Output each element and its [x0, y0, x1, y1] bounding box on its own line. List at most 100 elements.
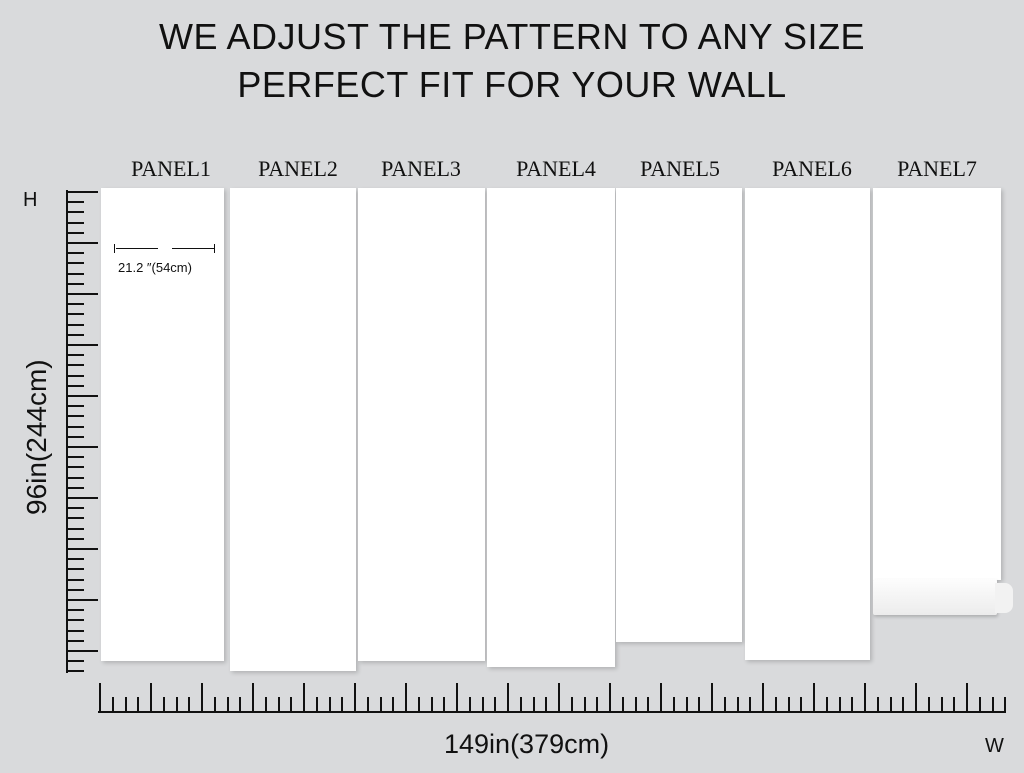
height-ruler-tick	[66, 221, 84, 224]
width-ruler-tick	[927, 697, 930, 712]
height-ruler-tick	[66, 405, 84, 408]
width-ruler-tick	[430, 697, 433, 712]
width-ruler-tick	[596, 697, 599, 712]
headline-line-1: WE ADJUST THE PATTERN TO ANY SIZE	[159, 16, 865, 57]
arrow-left-icon	[116, 248, 158, 249]
width-ruler-tick	[583, 697, 586, 712]
width-ruler-tick	[558, 683, 560, 712]
height-ruler-tick	[66, 548, 98, 550]
height-ruler-tick	[66, 211, 84, 214]
height-ruler-tick	[66, 313, 84, 316]
width-ruler-tick	[341, 697, 344, 712]
panel-7	[873, 188, 1001, 580]
height-ruler-tick	[66, 476, 84, 479]
width-ruler-tick	[711, 683, 713, 712]
width-ruler-tick	[137, 697, 140, 712]
height-ruler-spine	[66, 190, 68, 673]
height-ruler-tick	[66, 629, 84, 632]
width-ruler-tick	[366, 697, 369, 712]
width-ruler-tick	[507, 683, 509, 712]
height-ruler-tick	[66, 303, 84, 306]
width-ruler-tick	[736, 697, 739, 712]
width-ruler-tick	[213, 697, 216, 712]
height-ruler-tick	[66, 354, 84, 357]
wallpaper-roll	[873, 579, 997, 615]
panel-1	[101, 188, 224, 661]
panel-label-1: PANEL1	[131, 156, 211, 181]
height-ruler-tick	[66, 599, 98, 601]
height-ruler-tick	[66, 231, 84, 234]
height-ruler-tick	[66, 456, 84, 459]
height-ruler-tick	[66, 425, 84, 428]
panel-3	[358, 188, 485, 661]
height-ruler-tick	[66, 650, 98, 652]
height-ruler-tick	[66, 537, 84, 540]
width-ruler-tick	[252, 683, 254, 712]
width-ruler-tick	[532, 697, 535, 712]
width-ruler-tick	[162, 697, 165, 712]
panel-label-4: PANEL4	[516, 156, 596, 181]
width-ruler-tick	[953, 697, 956, 712]
width-ruler-tick	[774, 697, 777, 712]
height-ruler-tick	[66, 435, 84, 438]
panel-2	[230, 188, 356, 671]
width-ruler-tick	[749, 697, 752, 712]
width-ruler-tick	[379, 697, 382, 712]
width-ruler-tick	[915, 683, 917, 712]
width-ruler-tick	[417, 697, 420, 712]
width-ruler-tick	[354, 683, 356, 712]
height-axis-label: 96in(244cm)	[21, 359, 52, 515]
width-ruler-tick	[150, 683, 152, 712]
panel-label-2: PANEL2	[258, 156, 338, 181]
height-ruler-tick	[66, 558, 84, 561]
height-ruler-tick	[66, 201, 84, 204]
panel-4	[487, 188, 615, 667]
panel-6	[745, 188, 870, 660]
height-ruler-tick	[66, 670, 84, 673]
height-ruler-tick	[66, 191, 98, 193]
width-ruler-tick	[634, 697, 637, 712]
width-ruler-tick	[443, 697, 446, 712]
panel-label-5: PANEL5	[640, 156, 720, 181]
width-ruler-tick	[978, 697, 981, 712]
width-ruler-tick	[303, 683, 305, 712]
width-ruler-tick	[864, 683, 866, 712]
width-ruler-tick	[991, 697, 994, 712]
height-ruler-tick	[66, 568, 84, 571]
width-ruler-tick	[966, 683, 968, 712]
height-ruler-tick	[66, 364, 84, 367]
height-ruler-tick	[66, 282, 84, 285]
width-ruler-tick	[124, 697, 127, 712]
height-ruler-tick	[66, 486, 84, 489]
width-ruler-tick	[851, 697, 854, 712]
height-ruler-tick	[66, 497, 98, 499]
width-ruler-tick	[175, 697, 178, 712]
height-ruler-tick	[66, 252, 84, 255]
height-ruler-tick	[66, 384, 84, 387]
headline-line-2: PERFECT FIT FOR YOUR WALL	[237, 64, 787, 105]
height-ruler-tick	[66, 395, 98, 397]
width-ruler-tick	[621, 697, 624, 712]
arrow-right-icon	[172, 248, 214, 249]
width-ruler-tick	[328, 697, 331, 712]
arrow-left-stop	[114, 244, 115, 253]
width-ruler-tick	[468, 697, 471, 712]
height-ruler-tick	[66, 578, 84, 581]
width-ruler-tick	[825, 697, 828, 712]
height-ruler-tick	[66, 446, 98, 448]
arrow-right-stop	[214, 244, 215, 253]
height-ruler-tick	[66, 374, 84, 377]
width-ruler-tick	[201, 683, 203, 712]
panel-5	[616, 188, 742, 642]
height-ruler-tick	[66, 323, 84, 326]
width-ruler-tick	[570, 697, 573, 712]
width-ruler-tick	[876, 697, 879, 712]
height-ruler-tick	[66, 272, 84, 275]
width-ruler-tick	[940, 697, 943, 712]
width-ruler-tick	[723, 697, 726, 712]
width-ruler-tick	[889, 697, 892, 712]
width-ruler-tick	[609, 683, 611, 712]
height-ruler-tick	[66, 344, 98, 346]
width-ruler-tick	[838, 697, 841, 712]
width-ruler-tick	[672, 697, 675, 712]
